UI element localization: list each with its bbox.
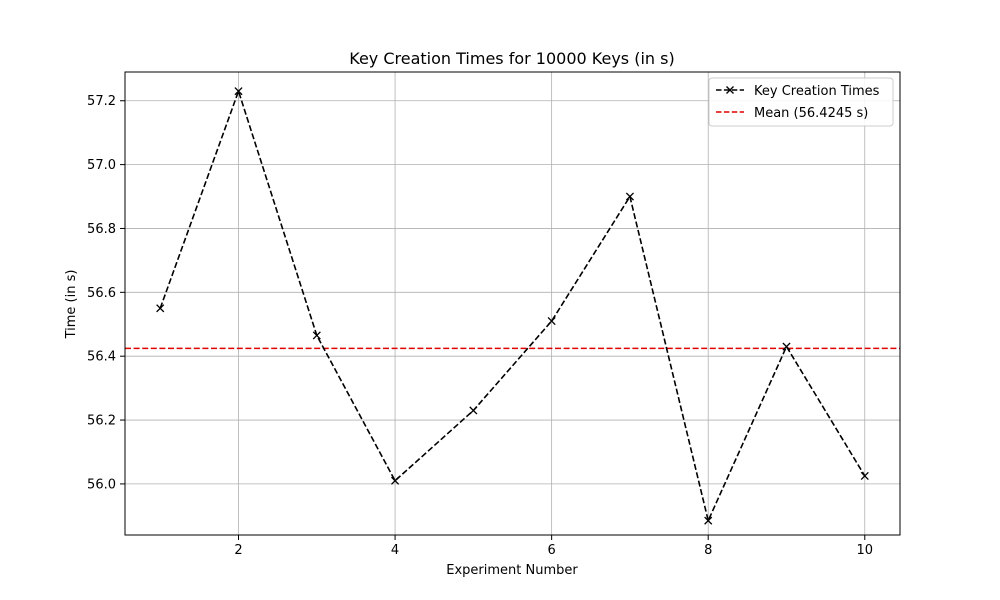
data-point-marker xyxy=(156,304,165,313)
data-point-marker xyxy=(547,317,556,326)
marker-stroke xyxy=(860,471,869,480)
marker-stroke xyxy=(704,516,713,525)
legend-box xyxy=(708,77,894,127)
x-axis-label: Experiment Number xyxy=(446,563,578,578)
axis-ticks: 2 4 6 8 10 56.0 56.2 56.4 56.6 56.8 57.0 57.2 xyxy=(87,94,873,558)
x-tick-label: 8 xyxy=(704,543,712,558)
marker-stroke xyxy=(391,476,400,485)
marker-stroke xyxy=(625,192,634,201)
data-point-marker xyxy=(625,192,634,201)
data-point-marker xyxy=(391,476,400,485)
x-tick-label: 2 xyxy=(234,543,242,558)
x-tick-label: 4 xyxy=(391,543,399,558)
x-tick-label: 10 xyxy=(856,543,873,558)
marker-stroke xyxy=(782,342,791,351)
data-point-marker xyxy=(234,87,243,96)
data-point-marker xyxy=(860,471,869,480)
data-point-marker xyxy=(704,516,713,525)
legend-label-mean: Mean (56.4245 s) xyxy=(754,106,868,121)
y-tick-label: 57.2 xyxy=(87,94,116,109)
y-tick-label: 56.0 xyxy=(87,477,116,492)
y-tick-label: 56.8 xyxy=(87,222,116,237)
marker-stroke xyxy=(469,406,478,415)
x-tick-label: 6 xyxy=(548,543,556,558)
y-tick-label: 56.2 xyxy=(87,414,116,429)
legend-label-key-creation-times: Key Creation Times xyxy=(754,84,880,99)
data-point-marker xyxy=(782,342,791,351)
legend: Key Creation Times Mean (56.4245 s) xyxy=(708,77,894,127)
marker-stroke xyxy=(312,331,321,340)
chart-title: Key Creation Times for 10000 Keys (in s) xyxy=(349,49,674,68)
y-tick-label: 57.0 xyxy=(87,158,116,173)
grid-lines xyxy=(125,72,900,535)
y-tick-label: 56.6 xyxy=(87,286,116,301)
y-axis-label: Time (in s) xyxy=(64,270,79,340)
series-markers xyxy=(156,87,869,525)
legend-marker-x-icon xyxy=(726,86,734,94)
marker-stroke xyxy=(234,87,243,96)
plot-area-frame xyxy=(124,71,901,536)
y-tick-label: 56.4 xyxy=(87,350,116,365)
data-point-marker xyxy=(312,331,321,340)
data-point-marker xyxy=(469,406,478,415)
marker-stroke xyxy=(156,304,165,313)
marker-stroke xyxy=(547,317,556,326)
